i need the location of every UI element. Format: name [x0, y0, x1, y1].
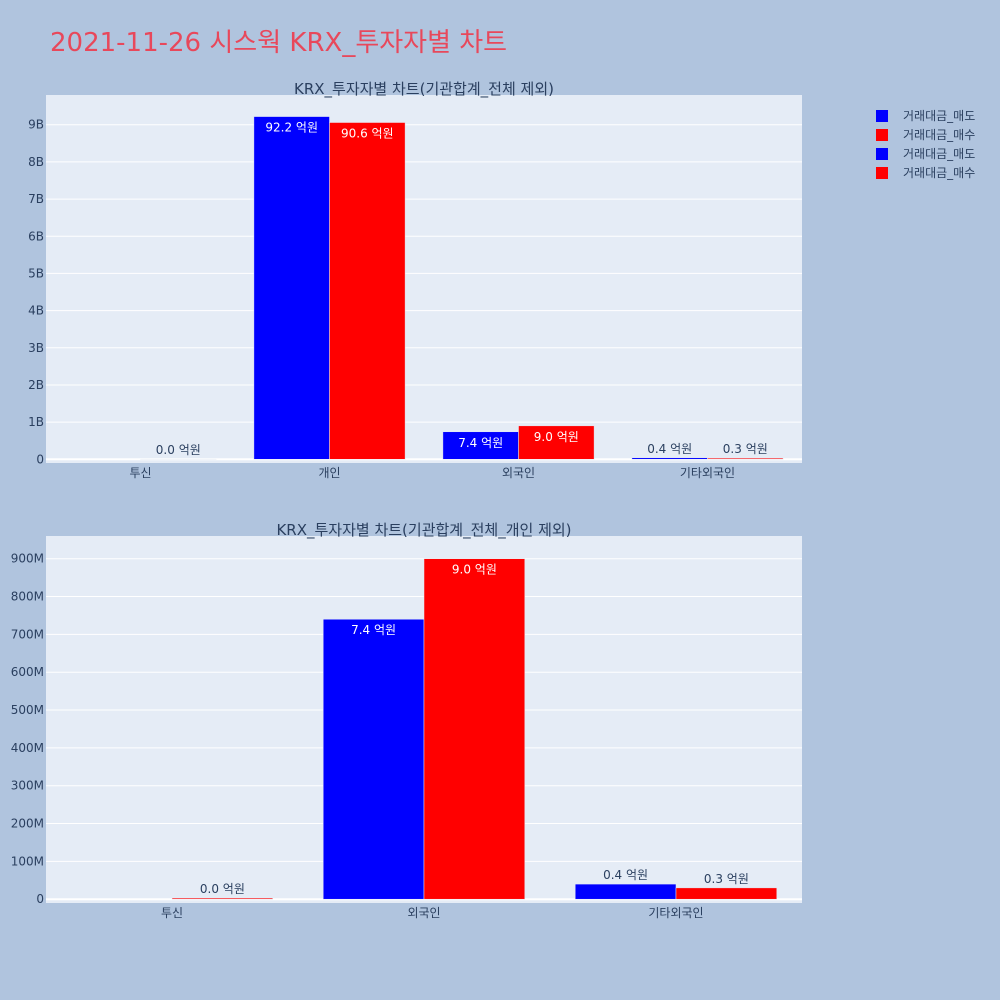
bar — [631, 457, 708, 460]
legend-swatch — [876, 147, 888, 160]
legend-label: 거래대금_매수 — [903, 128, 976, 142]
page-title: 2021-11-26 시스웍 KRX_투자자별 차트 — [50, 28, 508, 58]
x-tick-label: 외국인 — [502, 466, 535, 480]
bar — [322, 618, 425, 900]
data-label: 0.4 억원 — [603, 868, 648, 882]
legend-item[interactable]: 거래대금_매도 — [876, 144, 975, 163]
y-tick-label: 3B — [28, 341, 44, 355]
bar — [253, 116, 330, 460]
legend-label: 거래대금_매도 — [903, 147, 976, 161]
data-label: 90.6 억원 — [341, 127, 394, 141]
legend-swatch — [876, 109, 888, 122]
y-tick-label: 9B — [28, 118, 44, 132]
y-tick-label: 4B — [28, 304, 44, 318]
y-tick-label: 900M — [11, 552, 44, 566]
plot-area — [46, 95, 802, 463]
data-label: 0.4 억원 — [647, 442, 692, 456]
bar — [423, 558, 526, 900]
data-label: 7.4 억원 — [458, 436, 503, 450]
bar — [442, 431, 519, 460]
legend-item[interactable]: 거래대금_매수 — [876, 125, 975, 144]
y-tick-label: 7B — [28, 192, 44, 206]
y-tick-label: 400M — [11, 741, 44, 755]
data-label: 9.0 억원 — [534, 430, 579, 444]
y-tick-label: 800M — [11, 590, 44, 604]
bar — [675, 887, 778, 900]
bar — [329, 122, 406, 460]
x-tick-label: 투신 — [129, 466, 151, 480]
y-tick-label: 100M — [11, 854, 44, 868]
y-tick-label: 8B — [28, 155, 44, 169]
bar — [707, 457, 784, 460]
y-tick-label: 500M — [11, 703, 44, 717]
y-tick-label: 6B — [28, 229, 44, 243]
y-tick-label: 600M — [11, 665, 44, 679]
x-tick-label: 개인 — [318, 466, 340, 480]
x-tick-label: 기타외국인 — [648, 906, 703, 920]
data-label: 0.0 억원 — [156, 443, 201, 457]
bar — [171, 897, 274, 900]
x-tick-label: 투신 — [161, 906, 183, 920]
data-label: 92.2 억원 — [265, 121, 318, 135]
y-tick-label: 200M — [11, 817, 44, 831]
chart-title: KRX_투자자별 차트(기관합계_전체 제외) — [294, 80, 554, 99]
y-tick-label: 0 — [36, 892, 44, 906]
data-label: 9.0 억원 — [452, 563, 497, 577]
bar — [518, 425, 595, 460]
legend-swatch — [876, 166, 888, 179]
legend[interactable]: 거래대금_매도 거래대금_매수 거래대금_매도 거래대금_매수 — [876, 106, 975, 182]
y-tick-label: 5B — [28, 266, 44, 280]
data-label: 0.0 억원 — [200, 882, 245, 896]
legend-item[interactable]: 거래대금_매수 — [876, 163, 975, 182]
y-tick-label: 0 — [36, 452, 44, 466]
legend-swatch — [876, 128, 888, 141]
data-label: 7.4 억원 — [351, 623, 396, 637]
data-label: 0.3 억원 — [723, 442, 768, 456]
y-tick-label: 700M — [11, 627, 44, 641]
x-tick-label: 기타외국인 — [680, 466, 735, 480]
legend-label: 거래대금_매도 — [903, 109, 976, 123]
y-tick-label: 2B — [28, 378, 44, 392]
x-tick-label: 외국인 — [407, 906, 440, 920]
chart-title: KRX_투자자별 차트(기관합계_전체_개인 제외) — [276, 521, 571, 540]
y-tick-label: 300M — [11, 779, 44, 793]
y-tick-label: 1B — [28, 415, 44, 429]
data-label: 0.3 억원 — [704, 872, 749, 886]
legend-label: 거래대금_매수 — [903, 166, 976, 180]
legend-item[interactable]: 거래대금_매도 — [876, 106, 975, 125]
bar — [574, 883, 677, 900]
